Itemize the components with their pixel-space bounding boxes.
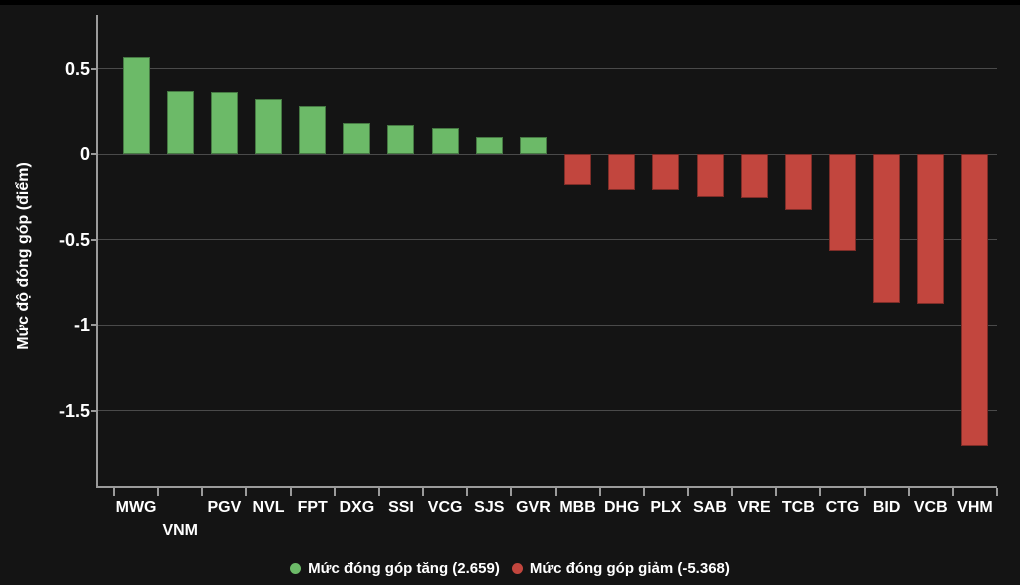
x-tick-mark	[157, 488, 160, 496]
x-tick-mark	[819, 488, 822, 496]
bar-mbb	[564, 154, 592, 185]
x-axis-line	[96, 486, 997, 488]
x-tick-mark	[996, 488, 998, 496]
bar-ssi	[387, 124, 415, 154]
bar-tcb	[784, 154, 812, 211]
x-tick-mark	[466, 488, 469, 496]
bar-ctg	[828, 154, 856, 252]
x-tick-mark	[113, 488, 115, 496]
x-tick-mark	[289, 488, 292, 496]
x-tick-mark	[863, 488, 866, 496]
x-tick-mark	[775, 488, 778, 496]
x-label-sab: SAB	[693, 499, 727, 516]
legend-item-negative: Mức đóng góp giảm (-5.368)	[511, 559, 730, 577]
x-label-vcg: VCG	[427, 499, 463, 516]
x-tick-mark	[951, 488, 954, 496]
y-tick-mark	[91, 324, 97, 326]
x-tick-mark	[554, 488, 557, 496]
x-label-ctg: CTG	[825, 499, 860, 516]
bar-gvr	[519, 136, 547, 154]
bar-sjs	[475, 136, 503, 154]
y-tick-label: -0.5	[58, 229, 90, 250]
x-tick-mark	[510, 488, 513, 496]
legend-label-positive: Mức đóng góp tăng (2.659)	[308, 559, 500, 577]
gridline-0.5	[98, 68, 997, 69]
y-tick-mark	[91, 409, 97, 412]
y-tick-label: -1.5	[58, 400, 90, 421]
x-label-vre: VRE	[737, 499, 771, 516]
legend-dot-negative-icon	[511, 562, 523, 574]
bar-fpt	[299, 106, 327, 154]
y-tick-mark	[91, 238, 97, 241]
bar-vcb	[917, 154, 945, 305]
gridline--1.5	[98, 410, 997, 411]
legend: Mức đóng góp tăng (2.659) Mức đóng góp g…	[0, 556, 1020, 580]
x-tick-mark	[731, 488, 734, 496]
gridline--0.5	[98, 239, 997, 240]
x-label-sjs: SJS	[474, 499, 505, 516]
legend-label-negative: Mức đóng góp giảm (-5.368)	[529, 559, 730, 577]
legend-dot-positive-icon	[290, 562, 302, 574]
x-label-nvl: NVL	[252, 499, 285, 516]
bar-vhm	[961, 154, 989, 447]
x-tick-mark	[201, 488, 204, 496]
y-tick-label: 0	[79, 144, 90, 164]
bar-vnm	[166, 90, 194, 154]
x-label-gvr: GVR	[516, 499, 551, 516]
top-border	[0, 0, 1020, 5]
bar-vre	[740, 154, 768, 199]
legend-item-positive: Mức đóng góp tăng (2.659)	[290, 560, 500, 577]
x-label-dhg: DHG	[603, 499, 640, 516]
gridline--1	[98, 324, 997, 326]
x-tick-mark	[245, 488, 248, 496]
bar-nvl	[255, 99, 283, 154]
x-label-vhm: VHM	[957, 499, 993, 516]
bar-pgv	[210, 92, 238, 154]
x-tick-mark	[377, 488, 380, 496]
bar-mwg	[122, 56, 150, 154]
x-tick-mark	[907, 488, 910, 496]
x-label-vcb: VCB	[913, 499, 948, 516]
x-label-bid: BID	[872, 499, 901, 516]
x-tick-mark	[598, 488, 601, 496]
x-label-vnm: VNM	[162, 522, 198, 539]
x-tick-mark	[642, 488, 645, 496]
x-tick-mark	[686, 488, 689, 496]
y-tick-label: -1	[73, 315, 90, 335]
y-tick-mark	[91, 67, 97, 70]
bar-vcg	[431, 128, 459, 154]
bar-sab	[696, 154, 724, 197]
x-label-mbb: MBB	[559, 499, 596, 516]
x-label-dxg: DXG	[339, 499, 375, 516]
y-tick-mark	[91, 153, 97, 155]
x-label-ssi: SSI	[388, 499, 414, 516]
x-label-mwg: MWG	[115, 499, 157, 516]
x-label-fpt: FPT	[297, 499, 328, 516]
x-label-tcb: TCB	[781, 499, 815, 516]
y-axis-line	[96, 15, 98, 486]
x-label-plx: PLX	[650, 499, 682, 516]
bar-plx	[652, 154, 680, 190]
x-tick-mark	[333, 488, 336, 496]
bar-bid	[873, 154, 901, 303]
x-tick-mark	[422, 488, 425, 496]
bar-dxg	[343, 123, 371, 154]
gridline-0	[98, 153, 997, 155]
bar-dhg	[608, 154, 636, 190]
x-label-pgv: PGV	[207, 499, 242, 516]
y-tick-label: 0.5	[64, 58, 90, 79]
